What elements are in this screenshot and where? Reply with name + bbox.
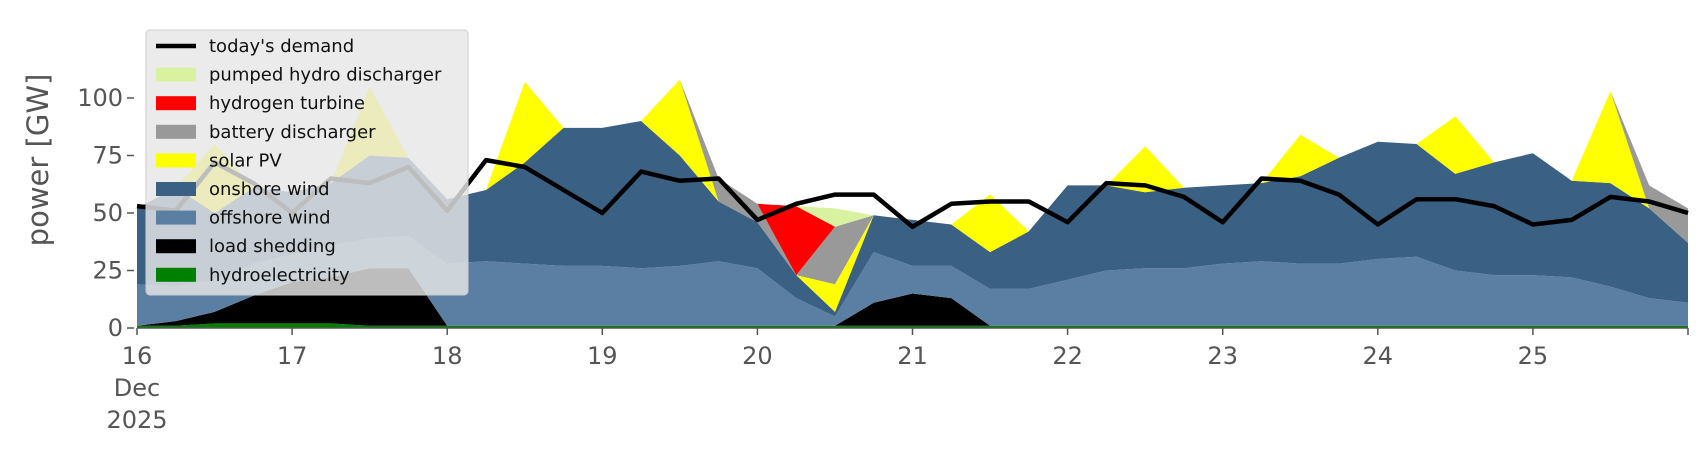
legend-label-hydrogen-turbine: hydrogen turbine [209, 93, 365, 114]
legend-swatch-pumped-hydro-discharger [156, 67, 196, 82]
x-tick-label: 16 [122, 342, 153, 370]
legend-swatch-load-shedding [156, 239, 196, 254]
legend-swatch-battery-discharger [156, 124, 196, 139]
area-solar-pv [137, 79, 1688, 312]
x-tick-label: 18 [432, 342, 463, 370]
legend-label-onshore-wind: onshore wind [209, 179, 330, 200]
x-tick-sublabel: 2025 [106, 406, 167, 434]
y-tick-label: 0 [108, 314, 123, 342]
x-tick-label: 19 [587, 342, 618, 370]
legend-label-today-s-demand: today's demand [209, 36, 354, 57]
legend-swatch-hydrogen-turbine [156, 96, 196, 111]
y-tick-label: 75 [92, 142, 123, 170]
x-tick-sublabel: Dec [114, 374, 160, 402]
area-offshore-wind [137, 236, 1688, 326]
legend-label-hydroelectricity: hydroelectricity [209, 265, 350, 286]
legend: today's demand pumped hydro discharger hyd… [145, 29, 469, 296]
legend-label-pumped-hydro-discharger: pumped hydro discharger [209, 65, 442, 86]
x-tick-label: 20 [742, 342, 773, 370]
y-axis-title: power [GW] [21, 74, 55, 247]
x-tick-label: 22 [1052, 342, 1083, 370]
x-tick-label: 21 [897, 342, 928, 370]
legend-label-battery-discharger: battery discharger [209, 122, 376, 143]
legend-swatch-onshore-wind [156, 182, 196, 196]
legend-label-load-shedding: load shedding [209, 236, 336, 257]
x-tick-label: 24 [1363, 342, 1394, 370]
legend-swatch-hydroelectricity [156, 267, 196, 282]
stacked-areas [137, 79, 1688, 328]
y-tick-label: 100 [77, 84, 123, 112]
x-tick-label: 25 [1518, 342, 1549, 370]
y-tick-label: 25 [92, 257, 123, 285]
x-tick-label: 23 [1207, 342, 1238, 370]
legend-swatch-solar-pv [156, 153, 196, 168]
axes: 0 25 50 75 100 16 Dec 2025 17 18 19 20 21 22 23 24 25 pow… [21, 74, 1689, 434]
area-load-shedding [137, 268, 1688, 326]
legend-swatch-offshore-wind [156, 210, 196, 225]
legend-box [145, 29, 469, 296]
x-tick-label: 17 [277, 342, 308, 370]
legend-label-offshore-wind: offshore wind [209, 208, 331, 229]
legend-label-solar-pv: solar PV [209, 150, 282, 171]
area-onshore-wind [137, 121, 1688, 317]
y-tick-label: 50 [92, 199, 123, 227]
